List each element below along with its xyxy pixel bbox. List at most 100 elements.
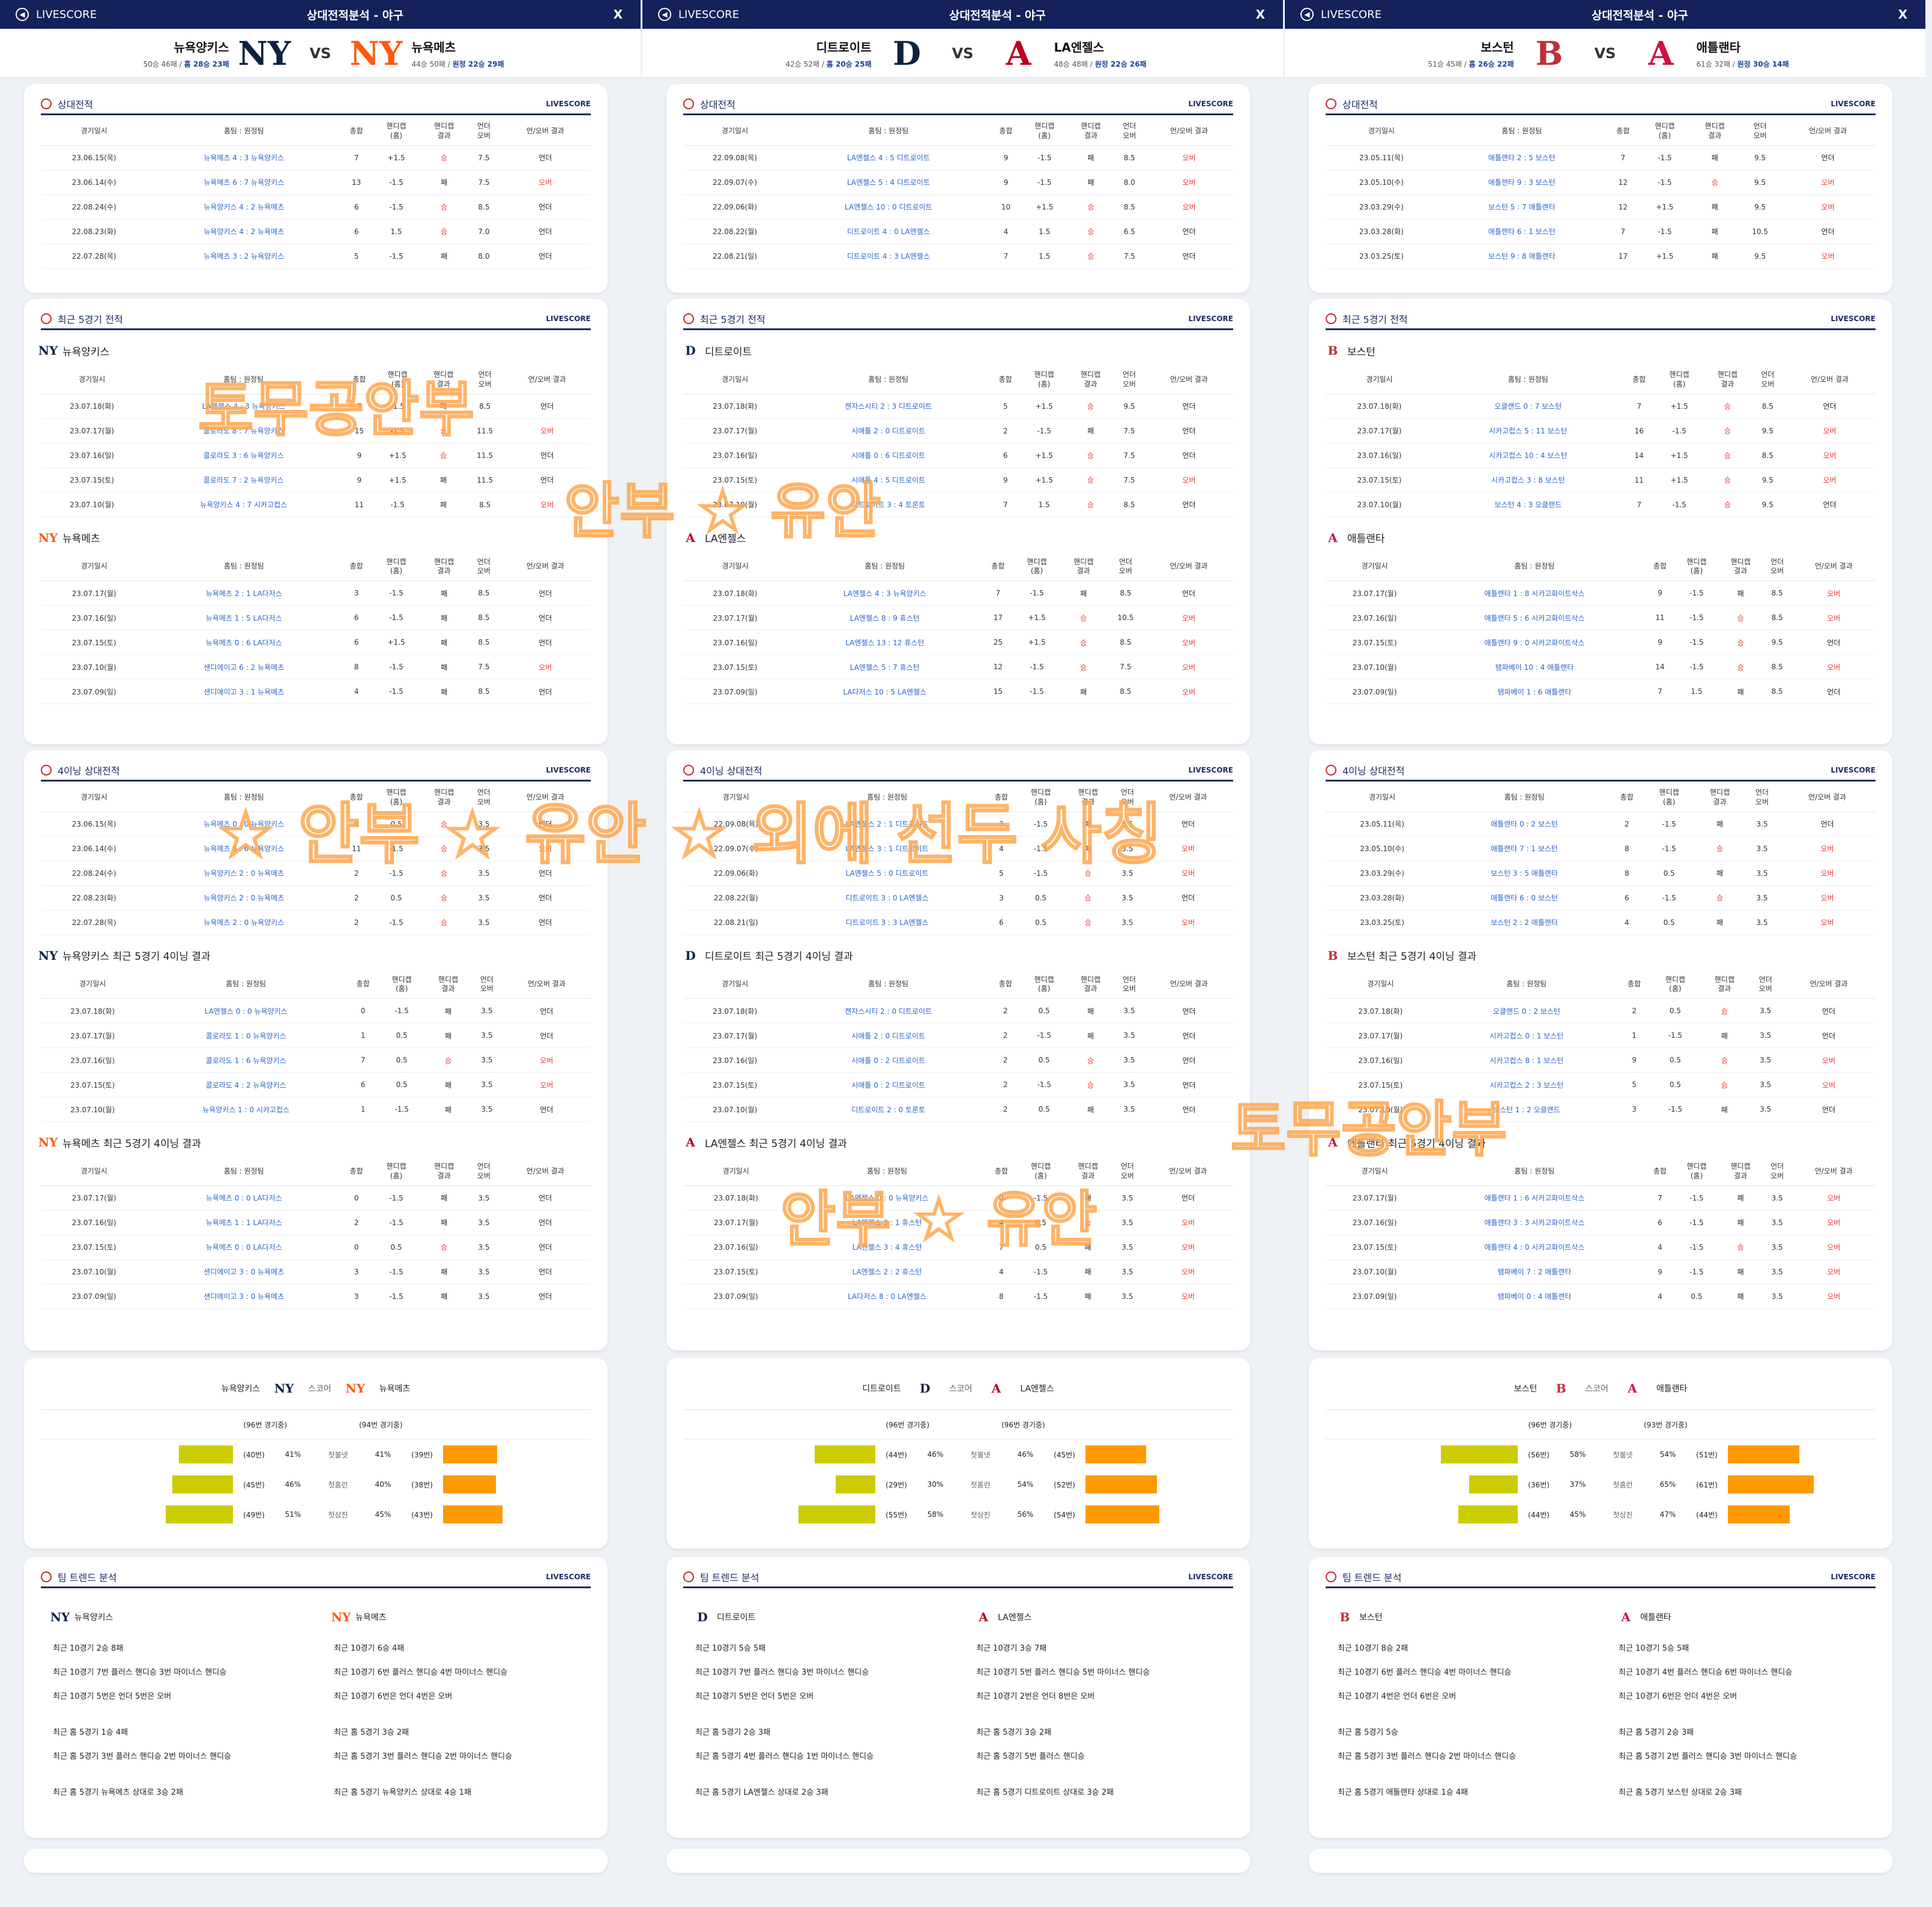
- column-header: 핸디캡 (홈): [1021, 366, 1067, 394]
- livescore-brand: LIVESCORE: [546, 314, 591, 323]
- empty-card: [24, 1849, 608, 1873]
- home-team[interactable]: 보스턴 51승 45패 / 홈 26승 22패 B: [1371, 34, 1569, 73]
- angels-logo-icon: A: [979, 1610, 988, 1624]
- close-button[interactable]: X: [1898, 7, 1907, 22]
- away-percentage-bar: [1085, 1505, 1160, 1523]
- back-icon[interactable]: ◀: [658, 8, 671, 21]
- table-row: 23.07.15(토) 시애틀 4 : 5 디트로이트 9 +1.5 승 7.5 오버: [683, 468, 1233, 493]
- card-title-bar: 최근 5경기 전적 LIVESCORE: [683, 309, 1233, 330]
- table-row: 23.05.11(목) 애틀랜타 2 : 5 보스턴 7 -1.5 패 9.5 언더: [1326, 145, 1876, 170]
- match-panel: ◀ LIVESCORE 상대전적분석 - 야구 X 보스턴 51승 45패 / 홈 26승…: [1285, 0, 1925, 1907]
- table-row: 23.06.15(목) 뉴욕메츠 4 : 3 뉴욕양키스 7 +1.5 승 7.5 언더: [41, 145, 591, 170]
- column-header: 핸디캡 (홈): [1017, 1158, 1064, 1186]
- yankees-logo-icon: NY: [238, 34, 291, 73]
- close-button[interactable]: X: [1255, 7, 1265, 22]
- baseball-icon: [683, 313, 694, 324]
- match-table: 경기일시 홈팀 : 원정팀 총합 핸디캡 (홈) 핸디캡 결과 언더 오버 언/오버 결과 23.0…: [41, 1158, 591, 1309]
- team-record: 44승 50패 / 원정 22승 29패: [411, 59, 504, 68]
- baseball-icon: [1326, 1571, 1336, 1582]
- team-section-header: D 디트로이트: [683, 335, 1233, 366]
- h2h-card: 상대전적 LIVESCORE 경기일시 홈팀 : 원정팀 총합 핸디캡 (홈) 핸디캡 결과 언더…: [1309, 84, 1892, 293]
- h2h-card: 상대전적 LIVESCORE 경기일시 홈팀 : 원정팀 총합 핸디캡 (홈) 핸디캡 결과 언더…: [666, 84, 1250, 293]
- away-team[interactable]: A LA엔젤스 48승 48패 / 원정 22승 26패: [999, 34, 1197, 73]
- home-percentage-bar: [814, 1445, 875, 1463]
- tigers-logo-icon: D: [685, 948, 696, 963]
- column-header: 핸디캡 (홈): [372, 118, 420, 146]
- trend-line: 최근 10경기 8승 2패: [1338, 1643, 1408, 1653]
- stat-label: 첫삼진: [328, 1510, 348, 1519]
- trend-line: 최근 홈 5경기 3번 플러스 핸디승 2번 마이너스 핸디승: [53, 1752, 232, 1761]
- table-row: 23.07.09(일) 샌디에이고 3 : 1 뉴욕메츠 4 -1.5 패 8.5 언더: [41, 679, 591, 704]
- team-trend-card: 팀 트렌드 분석 LIVESCORE B 보스턴 최근 10경기 8승 2패 최근 10경…: [1309, 1557, 1892, 1838]
- column-header: 경기일시: [1326, 553, 1424, 581]
- home-team[interactable]: 디트로이트 42승 52패 / 홈 20승 25패 D: [729, 34, 927, 73]
- redsox-logo-icon: B: [1327, 343, 1338, 358]
- away-percentage-bar: [1728, 1505, 1790, 1523]
- column-header: 언더 오버: [1745, 784, 1780, 812]
- column-header: 총합: [989, 366, 1021, 394]
- table-row: 23.03.29(수) 보스턴 5 : 7 애틀랜타 12 +1.5 패 9.5 오버: [1326, 194, 1876, 220]
- card-title-bar: 상대전적 LIVESCORE: [683, 94, 1233, 115]
- livescore-brand: LIVESCORE: [1188, 99, 1233, 108]
- table-row: 23.07.18(화) 오클랜드 0 : 7 보스턴 7 +1.5 승 8.5 언더: [1326, 394, 1876, 419]
- column-header: 핸디캡 결과: [1067, 118, 1114, 146]
- column-header: 홈팀 : 원정팀: [1423, 1158, 1646, 1186]
- table-row: 23.07.15(토) 애틀랜타 9 : 0 시카고화이트삭스 9 -1.5 승 9.5 언…: [1326, 630, 1876, 655]
- column-header: 홈팀 : 원정팀: [786, 118, 991, 146]
- match-table: 경기일시 홈팀 : 원정팀 총합 핸디캡 (홈) 핸디캡 결과 언더 오버 언/오버 결과 22.0…: [683, 784, 1233, 935]
- table-row: 23.07.18(화) 오클랜드 0 : 2 보스턴 2 0.5 승 3.5 언더: [1326, 998, 1876, 1023]
- card-title: 상대전적: [683, 97, 735, 111]
- column-header: 언더 오버: [1106, 553, 1145, 581]
- stat-row: (49번) 51% 첫삼진 45% (43번): [41, 1499, 591, 1529]
- home-percentage-bar: [1458, 1505, 1518, 1523]
- trend-line: 최근 홈 5경기 보스턴 상대로 2승 3패: [1619, 1788, 1742, 1797]
- column-header: 언/오버 결과: [1143, 1158, 1233, 1186]
- page-title: 상대전적분석 - 야구: [1591, 8, 1688, 22]
- card-title: 팀 트렌드 분석: [41, 1570, 117, 1584]
- trend-line: 최근 10경기 2승 8패: [53, 1643, 124, 1653]
- trend-line: 최근 홈 5경기 5번 플러스 핸디승: [976, 1752, 1085, 1761]
- trend-line: 최근 홈 5경기 디트로이트 상대로 3승 2패: [976, 1788, 1114, 1797]
- braves-logo-icon: A: [1648, 34, 1674, 73]
- table-row: 22.08.24(수) 뉴욕양키스 4 : 2 뉴욕메츠 6 -1.5 승 8.5 언더: [41, 194, 591, 220]
- column-header: 언/오버 결과: [1144, 971, 1233, 999]
- baseball-icon: [1326, 313, 1336, 324]
- table-row: 23.05.11(목) 애틀랜타 0 : 2 보스턴 2 -1.5 패 3.5 언더: [1326, 812, 1876, 837]
- column-header: 핸디캡 결과: [1067, 971, 1114, 999]
- column-header: 핸디캡 결과: [1700, 971, 1749, 999]
- table-row: 23.07.18(화) LA엔젤스 4 : 3 뉴욕양키스 7 -1.5 패 8.5 언더: [41, 394, 591, 419]
- column-header: 언더 오버: [468, 784, 500, 812]
- column-header: 핸디캡 결과: [420, 366, 466, 394]
- livescore-brand: LIVESCORE: [1188, 765, 1233, 774]
- table-row: 23.07.09(일) LA다저스 10 : 5 LA엔젤스 15 -1.5 패 8.5 오…: [683, 679, 1233, 704]
- away-percentage-bar: [1085, 1445, 1147, 1463]
- trend-line: 최근 10경기 4번 플러스 핸디승 6번 마이너스 핸디승: [1619, 1667, 1793, 1677]
- table-row: 23.07.10(월) 샌디에이고 6 : 2 뉴욕메츠 8 -1.5 패 7.5 오버: [41, 654, 591, 679]
- table-row: 23.05.10(수) 애틀랜타 9 : 3 보스턴 12 -1.5 승 9.5 오버: [1326, 170, 1876, 195]
- column-header: 언더 오버: [471, 971, 503, 999]
- table-row: 23.03.25(토) 보스턴 9 : 8 애틀랜타 17 +1.5 패 9.5 오버: [1326, 244, 1876, 269]
- column-header: 경기일시: [41, 784, 148, 812]
- back-icon[interactable]: ◀: [1300, 8, 1314, 21]
- table-row: 22.07.28(목) 뉴욕메츠 3 : 2 뉴욕양키스 5 -1.5 패 8.0 언더: [41, 244, 591, 269]
- table-row: 22.08.21(일) 디트로이트 3 : 3 LA엔젤스 6 0.5 승 3.5 오버: [683, 910, 1233, 935]
- away-team[interactable]: A 애틀랜타 61승 32패 / 원정 30승 14패: [1641, 34, 1840, 73]
- braves-logo-icon: A: [1628, 1381, 1637, 1396]
- table-row: 23.07.09(일) 탬파베이 1 : 6 애틀랜타 7 1.5 패 8.5 언더: [1326, 679, 1876, 704]
- table-row: 23.07.10(월) 디트로이트 3 : 4 토론토 7 1.5 승 8.5 언더: [683, 492, 1233, 517]
- column-header: 언/오버 결과: [1792, 1158, 1876, 1186]
- stat-row: (36번) 37% 첫홈런 65% (61번): [1326, 1469, 1876, 1499]
- close-button[interactable]: X: [613, 7, 623, 22]
- match-panel: ◀ LIVESCORE 상대전적분석 - 야구 X 디트로이트 42승 52패 / 홈 2…: [642, 0, 1283, 1907]
- table-row: 23.07.15(토) 시애틀 0 : 2 디트로이트 2 -1.5 승 3.5 언더: [683, 1072, 1233, 1097]
- trend-line: 최근 10경기 6번 플러스 핸디승 4번 마이너스 핸디승: [1338, 1667, 1512, 1677]
- back-icon[interactable]: ◀: [16, 8, 29, 21]
- column-header: 경기일시: [683, 553, 788, 581]
- yankees-logo-icon: NY: [274, 1381, 294, 1396]
- home-team[interactable]: 뉴욕양키스 50승 46패 / 홈 28승 23패 NY: [86, 34, 291, 73]
- away-team[interactable]: NY 뉴욕메츠 44승 50패 / 원정 22승 29패: [350, 34, 555, 73]
- match-table: 경기일시 홈팀 : 원정팀 총합 핸디캡 (홈) 핸디캡 결과 언더 오버 언/오버 결과 23.0…: [41, 553, 591, 704]
- baseball-icon: [41, 98, 52, 109]
- h2h-card: 상대전적 LIVESCORE 경기일시 홈팀 : 원정팀 총합 핸디캡 (홈) 핸디캡 결과 언더…: [24, 84, 608, 293]
- trend-line: 최근 10경기 6번은 언더 4번은 오버: [1619, 1692, 1737, 1701]
